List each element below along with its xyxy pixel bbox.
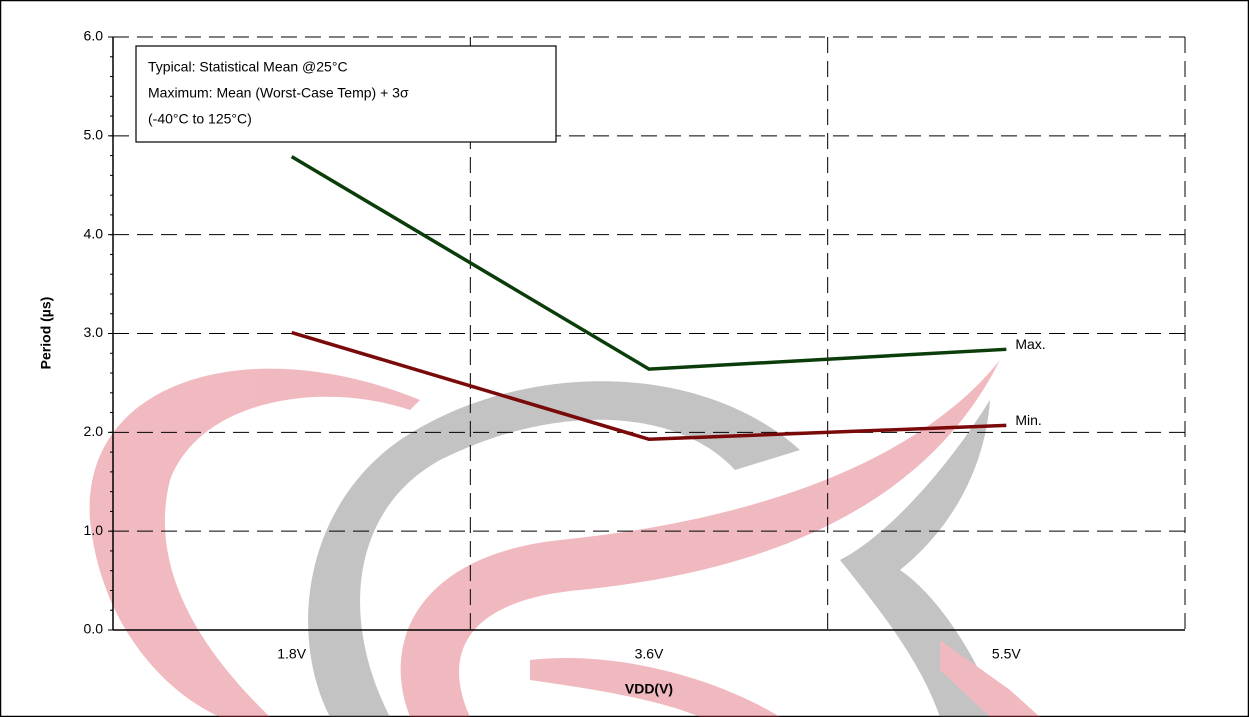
y-axis-title: Period (µs) bbox=[38, 297, 54, 370]
series-line bbox=[291, 330, 1007, 442]
annotation-line: Maximum: Mean (Worst-Case Temp) + 3σ bbox=[148, 85, 409, 101]
y-tick-label: 2.0 bbox=[84, 423, 104, 439]
annotation-line: (-40°C to 125°C) bbox=[148, 111, 252, 127]
y-tick-label: 6.0 bbox=[84, 28, 104, 44]
y-tick-label: 0.0 bbox=[84, 621, 104, 637]
x-tick-label: 3.6V bbox=[635, 646, 664, 662]
x-axis-title: VDD(V) bbox=[625, 681, 673, 697]
y-tick-label: 5.0 bbox=[84, 127, 104, 143]
y-tick-label: 4.0 bbox=[84, 225, 104, 241]
y-tick-label: 1.0 bbox=[84, 522, 104, 538]
series-label: Min. bbox=[1015, 412, 1041, 428]
series-label: Max. bbox=[1015, 336, 1045, 352]
x-tick-label: 1.8V bbox=[277, 646, 306, 662]
annotation-line: Typical: Statistical Mean @25°C bbox=[148, 59, 348, 75]
annotation-box bbox=[135, 45, 557, 143]
series-line bbox=[290, 155, 1007, 371]
x-tick-label: 5.5V bbox=[992, 646, 1021, 662]
y-tick-label: 3.0 bbox=[84, 324, 104, 340]
